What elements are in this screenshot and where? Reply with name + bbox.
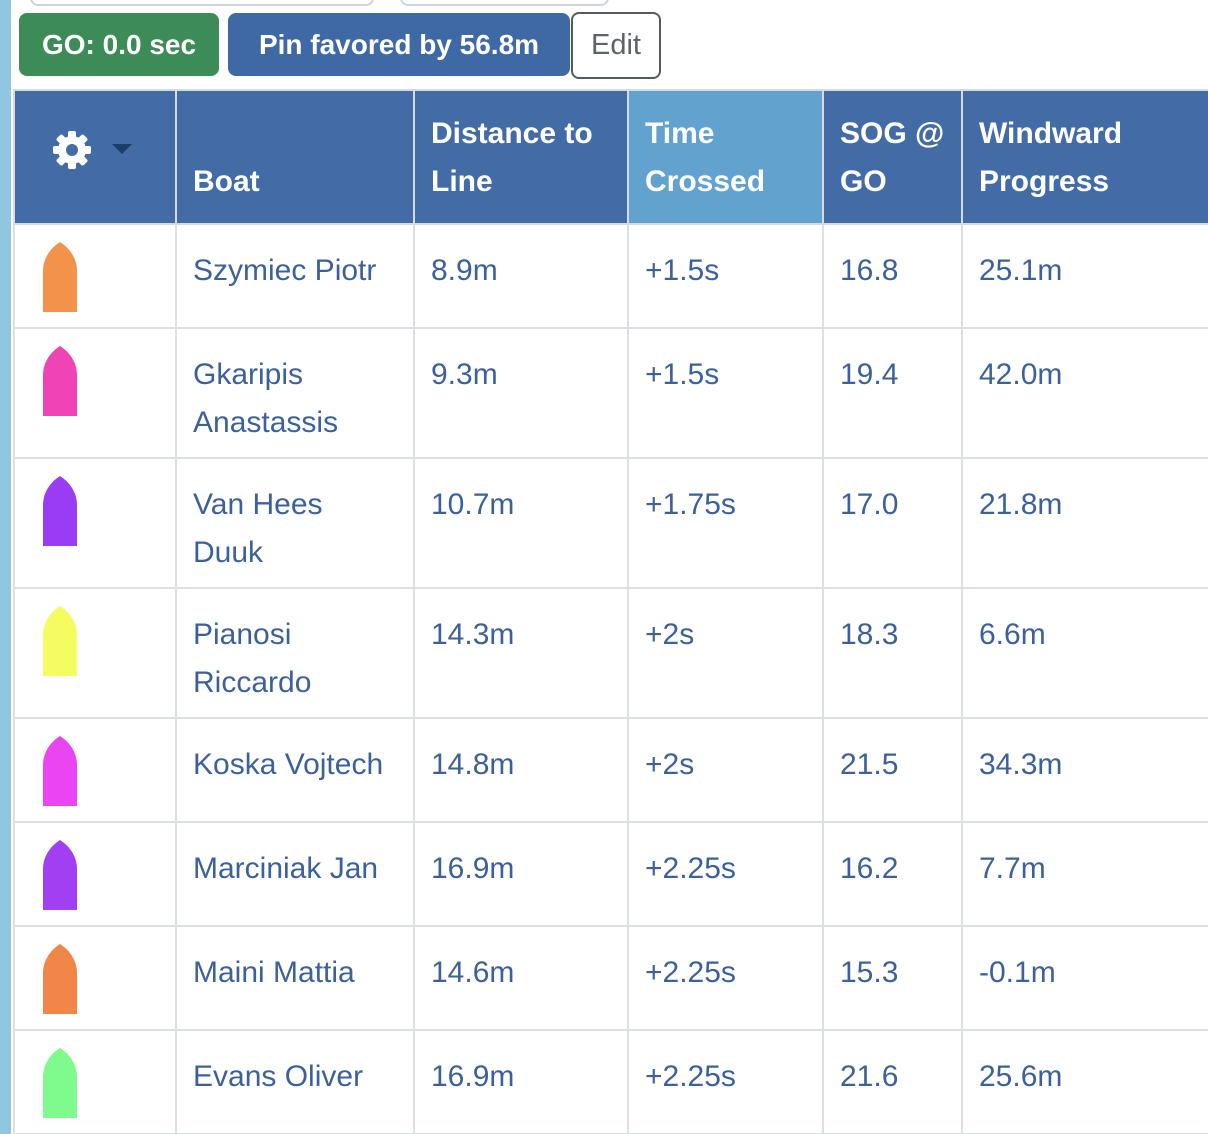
distance-cell: 14.8m <box>413 717 629 823</box>
boat-icon <box>43 242 77 312</box>
boat-color-cell <box>13 1029 177 1134</box>
boat-color-cell <box>13 223 177 329</box>
boat-icon <box>43 736 77 806</box>
time-crossed-cell: +1.5s <box>627 327 824 459</box>
distance-cell: 16.9m <box>413 1029 629 1134</box>
left-edge-strip <box>0 0 11 1134</box>
boat-icon <box>43 346 77 416</box>
gear-icon[interactable] <box>52 130 92 170</box>
boat-name-cell: Evans Oliver <box>175 1029 415 1134</box>
boat-name-cell: Maini Mattia <box>175 925 415 1031</box>
boat-color-cell <box>13 327 177 459</box>
boat-icon <box>43 476 77 546</box>
windward-progress-cell: 7.7m <box>961 821 1208 927</box>
boat-name-cell: Szymiec Piotr <box>175 223 415 329</box>
column-header-boat[interactable]: Boat <box>175 89 415 225</box>
column-settings[interactable] <box>13 89 177 225</box>
windward-progress-cell: 25.6m <box>961 1029 1208 1134</box>
top-tab-right[interactable] <box>400 0 609 6</box>
time-crossed-cell: +2s <box>627 587 824 719</box>
boat-color-cell <box>13 587 177 719</box>
distance-cell: 8.9m <box>413 223 629 329</box>
table-row[interactable]: Szymiec Piotr 8.9m +1.5s 16.8 25.1m <box>13 223 1208 329</box>
boat-icon <box>43 1048 77 1118</box>
boat-color-cell <box>13 717 177 823</box>
sog-cell: 16.2 <box>822 821 963 927</box>
windward-progress-cell: 6.6m <box>961 587 1208 719</box>
boat-hull-shape <box>43 736 77 806</box>
boat-icon <box>43 944 77 1014</box>
boat-name-cell: Koska Vojtech <box>175 717 415 823</box>
table-row[interactable]: Van Hees Duuk 10.7m +1.75s 17.0 21.8m <box>13 457 1208 589</box>
windward-progress-cell: 34.3m <box>961 717 1208 823</box>
boat-color-cell <box>13 821 177 927</box>
time-crossed-cell: +1.5s <box>627 223 824 329</box>
time-crossed-cell: +2s <box>627 717 824 823</box>
boat-hull-shape <box>43 346 77 416</box>
sog-cell: 18.3 <box>822 587 963 719</box>
windward-progress-cell: 42.0m <box>961 327 1208 459</box>
sog-cell: 17.0 <box>822 457 963 589</box>
caret-down-icon[interactable] <box>112 143 132 154</box>
boat-icon <box>43 606 77 676</box>
table-row[interactable]: Maini Mattia 14.6m +2.25s 15.3 -0.1m <box>13 925 1208 1031</box>
distance-cell: 10.7m <box>413 457 629 589</box>
time-crossed-cell: +2.25s <box>627 1029 824 1134</box>
boat-name-cell: Pianosi Riccardo <box>175 587 415 719</box>
boat-name-cell: Marciniak Jan <box>175 821 415 927</box>
pin-favored-badge: Pin favored by 56.8m <box>228 13 570 76</box>
go-timer-badge: GO: 0.0 sec <box>19 13 219 76</box>
time-crossed-cell: +2.25s <box>627 925 824 1031</box>
distance-cell: 16.9m <box>413 821 629 927</box>
boat-hull-shape <box>43 840 77 910</box>
column-header-windward[interactable]: Windward Progress <box>961 89 1208 225</box>
column-header-sog[interactable]: SOG @ GO <box>822 89 963 225</box>
boat-color-cell <box>13 457 177 589</box>
edit-button[interactable]: Edit <box>571 12 661 79</box>
windward-progress-cell: 25.1m <box>961 223 1208 329</box>
windward-progress-cell: -0.1m <box>961 925 1208 1031</box>
sog-cell: 19.4 <box>822 327 963 459</box>
boat-hull-shape <box>43 944 77 1014</box>
boat-hull-shape <box>43 606 77 676</box>
table-row[interactable]: Gkaripis Anastassis 9.3m +1.5s 19.4 42.0m <box>13 327 1208 459</box>
boats-table: Boat Distance to Line Time Crossed SOG @… <box>13 89 1208 1134</box>
table-row[interactable]: Evans Oliver 16.9m +2.25s 21.6 25.6m <box>13 1029 1208 1134</box>
boat-hull-shape <box>43 476 77 546</box>
distance-cell: 14.6m <box>413 925 629 1031</box>
sog-cell: 15.3 <box>822 925 963 1031</box>
table-row[interactable]: Pianosi Riccardo 14.3m +2s 18.3 6.6m <box>13 587 1208 719</box>
boat-icon <box>43 840 77 910</box>
top-tab-left[interactable] <box>30 0 374 6</box>
distance-cell: 9.3m <box>413 327 629 459</box>
column-header-distance[interactable]: Distance to Line <box>413 89 629 225</box>
sog-cell: 16.8 <box>822 223 963 329</box>
windward-progress-cell: 21.8m <box>961 457 1208 589</box>
boat-name-cell: Van Hees Duuk <box>175 457 415 589</box>
column-header-time-crossed[interactable]: Time Crossed <box>627 89 824 225</box>
table-row[interactable]: Koska Vojtech 14.8m +2s 21.5 34.3m <box>13 717 1208 823</box>
time-crossed-cell: +1.75s <box>627 457 824 589</box>
settings-dropdown[interactable] <box>52 130 132 170</box>
time-crossed-cell: +2.25s <box>627 821 824 927</box>
status-bar: GO: 0.0 sec Pin favored by 56.8m Edit <box>19 12 661 79</box>
boat-name-cell: Gkaripis Anastassis <box>175 327 415 459</box>
boat-hull-shape <box>43 1048 77 1118</box>
sog-cell: 21.6 <box>822 1029 963 1134</box>
boat-color-cell <box>13 925 177 1031</box>
table-header-row: Boat Distance to Line Time Crossed SOG @… <box>13 89 1208 225</box>
distance-cell: 14.3m <box>413 587 629 719</box>
sog-cell: 21.5 <box>822 717 963 823</box>
boat-hull-shape <box>43 242 77 312</box>
table-row[interactable]: Marciniak Jan 16.9m +2.25s 16.2 7.7m <box>13 821 1208 927</box>
